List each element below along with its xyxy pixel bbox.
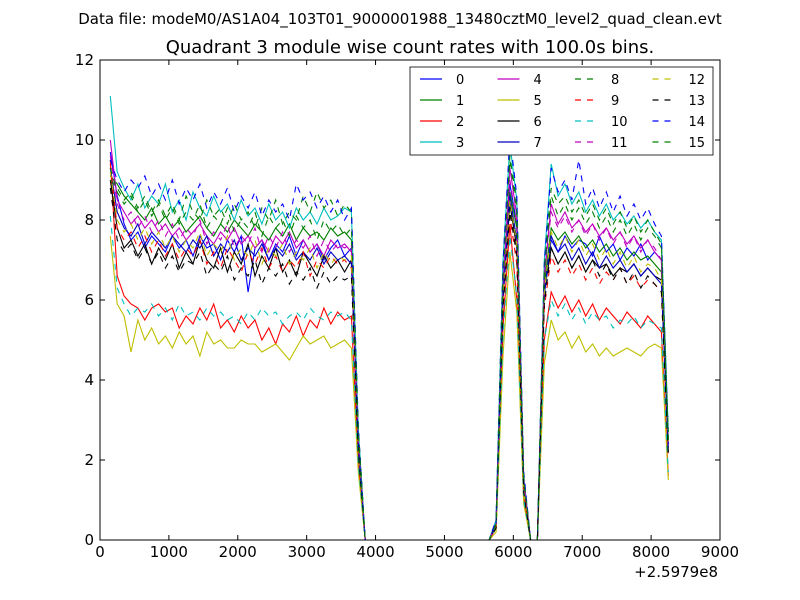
- y-tick-label: 8: [84, 211, 94, 229]
- legend-label-11: 11: [611, 136, 628, 151]
- y-tick-label: 4: [84, 371, 94, 389]
- x-tick-label: 5000: [425, 543, 463, 561]
- legend-label-0: 0: [456, 73, 464, 88]
- legend-label-2: 2: [456, 115, 464, 130]
- x-offset-label: +2.5979e8: [634, 563, 718, 581]
- legend-label-14: 14: [689, 115, 706, 130]
- legend-label-12: 12: [689, 73, 706, 88]
- series-9-line: [109, 163, 669, 541]
- x-tick-label: 4000: [356, 543, 394, 561]
- y-tick-label: 12: [75, 51, 94, 69]
- series-8-line: [109, 155, 669, 541]
- chart-title: Quadrant 3 module wise count rates with …: [166, 37, 655, 58]
- x-tick-label: 8000: [632, 543, 670, 561]
- legend-box: [409, 66, 714, 156]
- legend-label-10: 10: [611, 115, 628, 130]
- x-tick-label: 9000: [701, 543, 739, 561]
- series-10-line: [109, 215, 669, 541]
- x-tick-label: 0: [95, 543, 105, 561]
- y-tick-label: 6: [84, 291, 94, 309]
- legend-label-6: 6: [534, 115, 542, 130]
- x-tick-label: 6000: [494, 543, 532, 561]
- data-file-header: Data file: modeM0/AS1A04_103T01_90000019…: [78, 10, 722, 29]
- series-6-line: [109, 179, 669, 541]
- series-12-line: [109, 171, 669, 541]
- y-tick-label: 2: [84, 451, 94, 469]
- legend-label-1: 1: [456, 94, 464, 109]
- x-tick-label: 2000: [219, 543, 257, 561]
- series-5-line: [109, 235, 669, 541]
- plot-lines: [109, 95, 669, 541]
- x-tick-label: 7000: [563, 543, 601, 561]
- legend-label-13: 13: [689, 94, 706, 109]
- y-tick-label: 10: [75, 131, 94, 149]
- x-tick-label: 3000: [288, 543, 326, 561]
- series-14-line: [109, 135, 669, 541]
- legend-label-9: 9: [611, 94, 619, 109]
- legend-label-8: 8: [611, 73, 619, 88]
- legend-label-3: 3: [456, 136, 464, 151]
- series-3-line: [109, 95, 669, 541]
- legend-label-4: 4: [534, 73, 542, 88]
- legend-label-5: 5: [534, 94, 542, 109]
- series-7-line: [109, 167, 669, 541]
- y-tick-label: 0: [84, 531, 94, 549]
- legend-label-7: 7: [534, 136, 542, 151]
- series-11-line: [109, 155, 669, 541]
- legend-label-15: 15: [689, 136, 706, 151]
- x-tick-label: 1000: [150, 543, 188, 561]
- axes: 0 1000 2000 3000 4000 5000 6000 7000 8000 9000 0 2 4…: [75, 51, 739, 561]
